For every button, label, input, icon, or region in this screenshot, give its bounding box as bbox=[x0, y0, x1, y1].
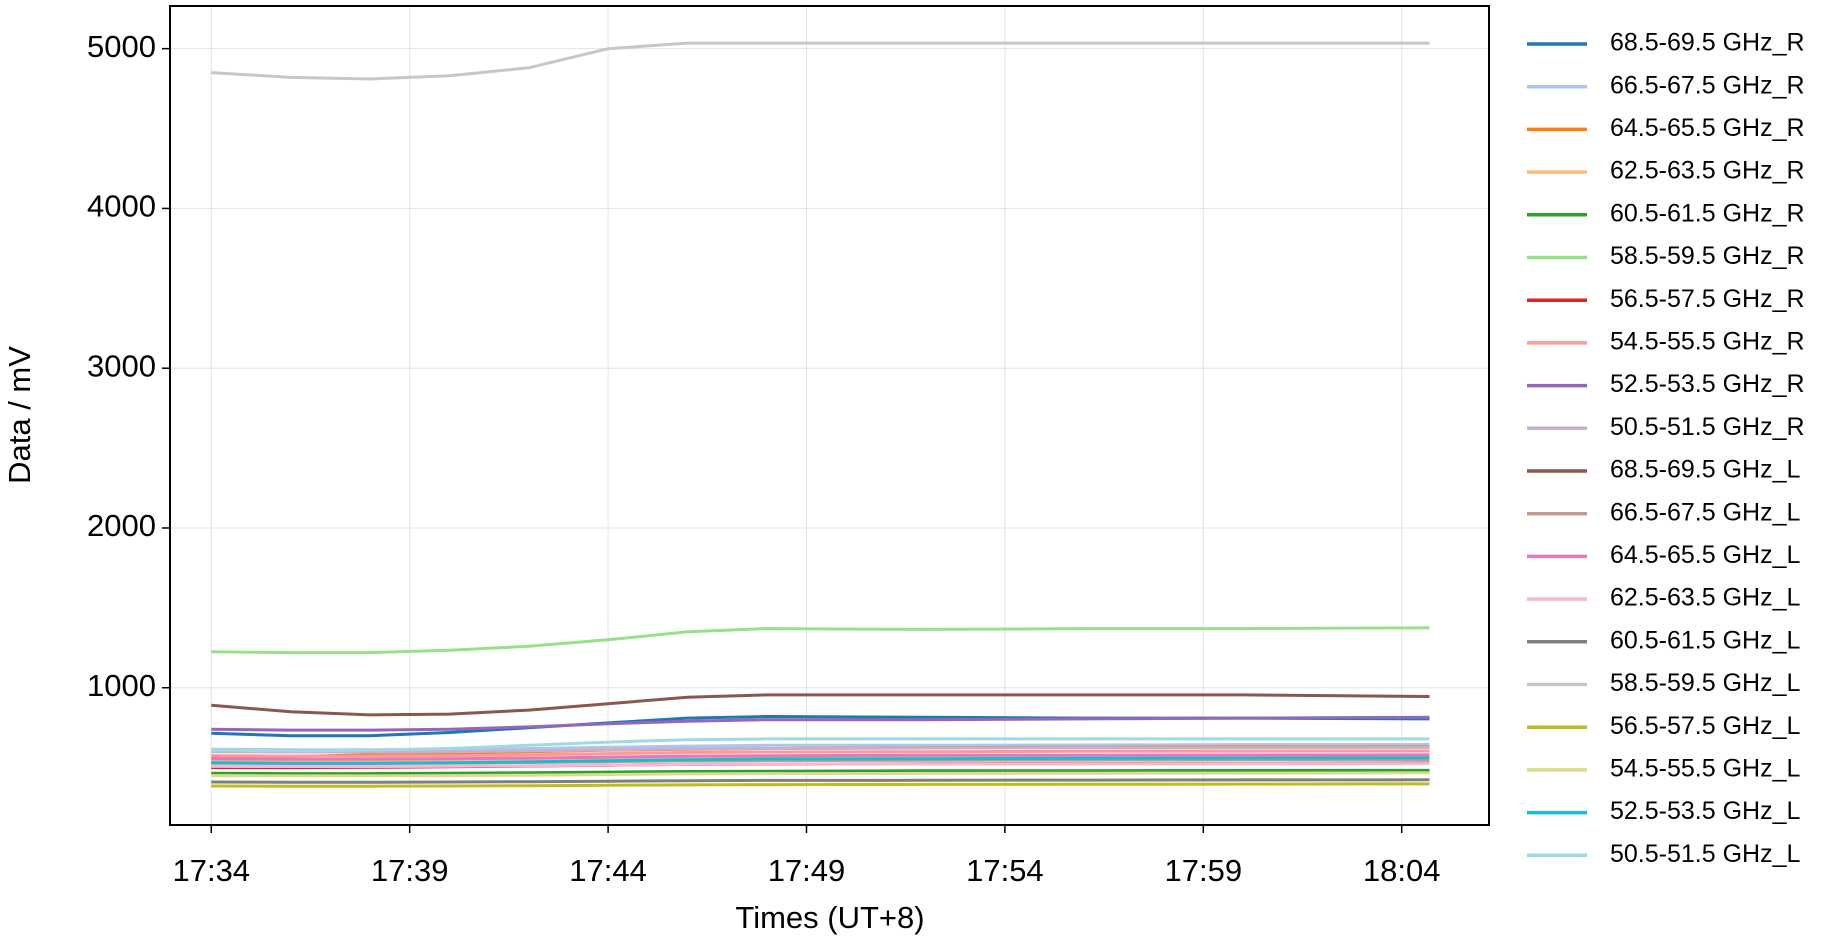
legend-label: 56.5-57.5 GHz_L bbox=[1610, 712, 1800, 740]
x-tick-label: 18:04 bbox=[1363, 853, 1441, 888]
series-line bbox=[211, 749, 1430, 758]
plot-frame bbox=[169, 5, 1490, 826]
series-line bbox=[211, 746, 1430, 754]
y-axis-label: Data / mV bbox=[2, 346, 37, 484]
series-line bbox=[211, 762, 1430, 768]
legend-label: 64.5-65.5 GHz_R bbox=[1610, 114, 1805, 142]
legend-label: 52.5-53.5 GHz_R bbox=[1610, 370, 1805, 398]
legend-label: 60.5-61.5 GHz_L bbox=[1610, 626, 1800, 654]
legend-label: 68.5-69.5 GHz_R bbox=[1610, 29, 1805, 57]
x-tick-label: 17:59 bbox=[1165, 853, 1243, 888]
legend-label: 66.5-67.5 GHz_L bbox=[1610, 498, 1800, 526]
series-line bbox=[211, 715, 1430, 732]
series-line bbox=[211, 782, 1430, 788]
legend-label: 50.5-51.5 GHz_L bbox=[1610, 840, 1800, 868]
legend-label: 54.5-55.5 GHz_L bbox=[1610, 755, 1800, 783]
legend-label: 62.5-63.5 GHz_R bbox=[1610, 157, 1805, 185]
series-line bbox=[211, 41, 1430, 81]
y-tick-label: 3000 bbox=[87, 348, 156, 383]
y-tick-label: 4000 bbox=[87, 189, 156, 224]
x-tick-label: 17:49 bbox=[768, 853, 846, 888]
x-tick-label: 17:39 bbox=[371, 853, 449, 888]
legend-label: 58.5-59.5 GHz_R bbox=[1610, 242, 1805, 270]
legend-label: 52.5-53.5 GHz_L bbox=[1610, 797, 1800, 825]
y-tick-label: 5000 bbox=[87, 29, 156, 64]
x-tick-label: 17:44 bbox=[569, 853, 647, 888]
legend-label: 56.5-57.5 GHz_R bbox=[1610, 285, 1805, 313]
y-tick-label: 1000 bbox=[87, 668, 156, 703]
series-line bbox=[211, 771, 1430, 778]
series-line bbox=[211, 693, 1430, 717]
legend-label: 60.5-61.5 GHz_R bbox=[1610, 199, 1805, 227]
legend-label: 68.5-69.5 GHz_L bbox=[1610, 456, 1800, 484]
legend-label: 58.5-59.5 GHz_L bbox=[1610, 669, 1800, 697]
legend-label: 64.5-65.5 GHz_L bbox=[1610, 541, 1800, 569]
legend-label: 54.5-55.5 GHz_R bbox=[1610, 328, 1805, 356]
series-line bbox=[211, 626, 1430, 655]
series-line bbox=[211, 737, 1430, 753]
y-tick-label: 2000 bbox=[87, 508, 156, 543]
series-line bbox=[211, 768, 1430, 776]
x-axis-label: Times (UT+8) bbox=[735, 900, 924, 935]
legend-label: 50.5-51.5 GHz_R bbox=[1610, 413, 1805, 441]
x-tick-label: 17:54 bbox=[966, 853, 1044, 888]
series-line bbox=[211, 756, 1430, 765]
legend-label: 62.5-63.5 GHz_L bbox=[1610, 584, 1800, 612]
series-line bbox=[211, 753, 1430, 761]
series-line bbox=[211, 778, 1430, 784]
x-tick-label: 17:34 bbox=[172, 853, 250, 888]
legend-label: 66.5-67.5 GHz_R bbox=[1610, 71, 1805, 99]
